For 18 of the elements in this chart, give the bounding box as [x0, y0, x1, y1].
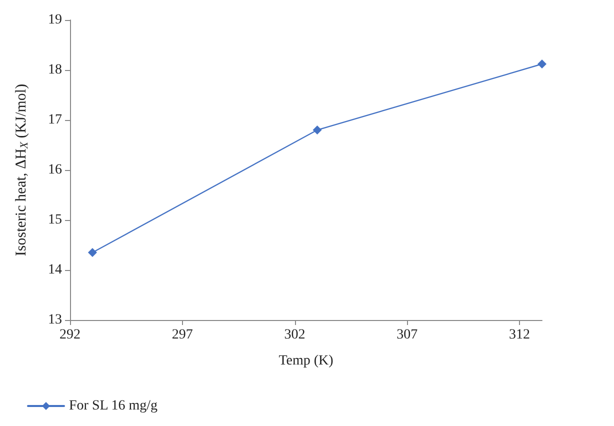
x-tick-label: 302 — [284, 328, 306, 342]
y-tick-label: 18 — [48, 62, 62, 78]
x-tick-label: 307 — [396, 328, 418, 342]
point — [538, 60, 546, 68]
y-tick-label: 13 — [48, 312, 62, 328]
x-tick-label: 312 — [509, 328, 530, 342]
y-axis-title: Isosteric heat, ΔHX (KJ/mol) — [14, 84, 30, 256]
point — [88, 248, 97, 257]
legend-label: For SL 16 mg/g — [69, 398, 158, 414]
y-tick-label: 16 — [48, 162, 62, 178]
x-axis-title: Temp (K) — [278, 354, 334, 368]
y-tick-label: 15 — [48, 212, 62, 228]
y-tick-label: 14 — [48, 262, 62, 278]
y-tick-label: 17 — [48, 112, 62, 128]
x-tick-label: 297 — [172, 328, 193, 342]
point — [312, 126, 322, 134]
y-tick-label: 19 — [48, 12, 62, 28]
x-tick-label: 292 — [60, 328, 80, 342]
